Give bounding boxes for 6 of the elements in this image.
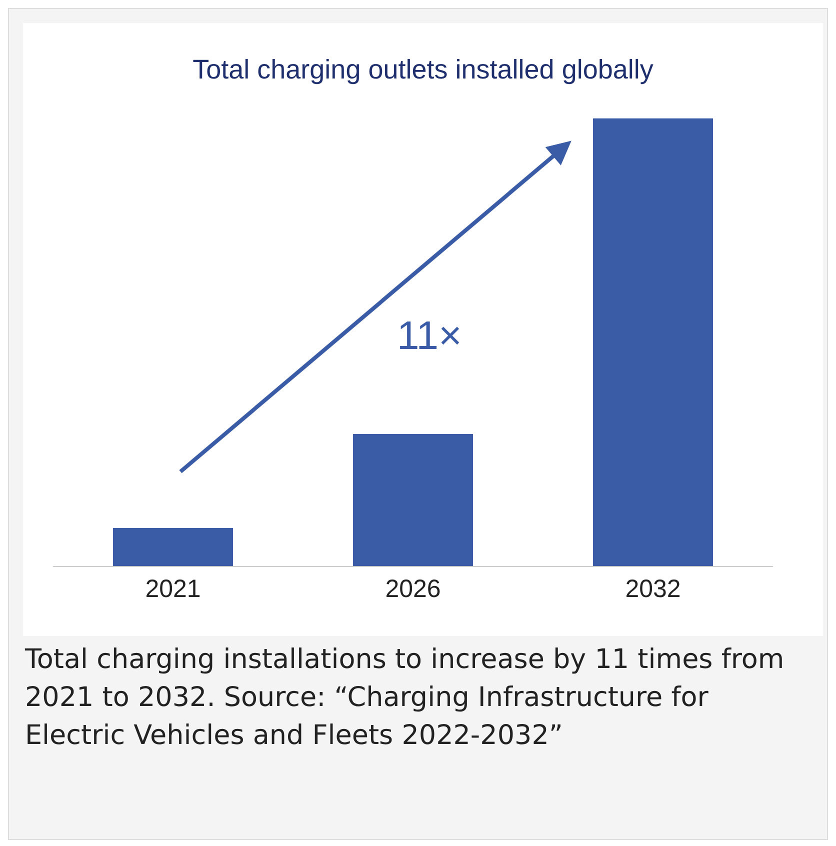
x-tick-label: 2026 [385, 575, 441, 603]
x-tick-label: 2021 [145, 575, 201, 603]
text: Total charging installations to increase by 11 times from 2021 to 2032. Source: “Charging Infrastructure for Electric Vehicles and Fleets 2022-2032” [25, 643, 786, 753]
chart-title: Total charging outlets installed globally [192, 54, 654, 84]
x-tick-label: 2032 [625, 575, 681, 603]
annotation: 11× [397, 314, 462, 358]
